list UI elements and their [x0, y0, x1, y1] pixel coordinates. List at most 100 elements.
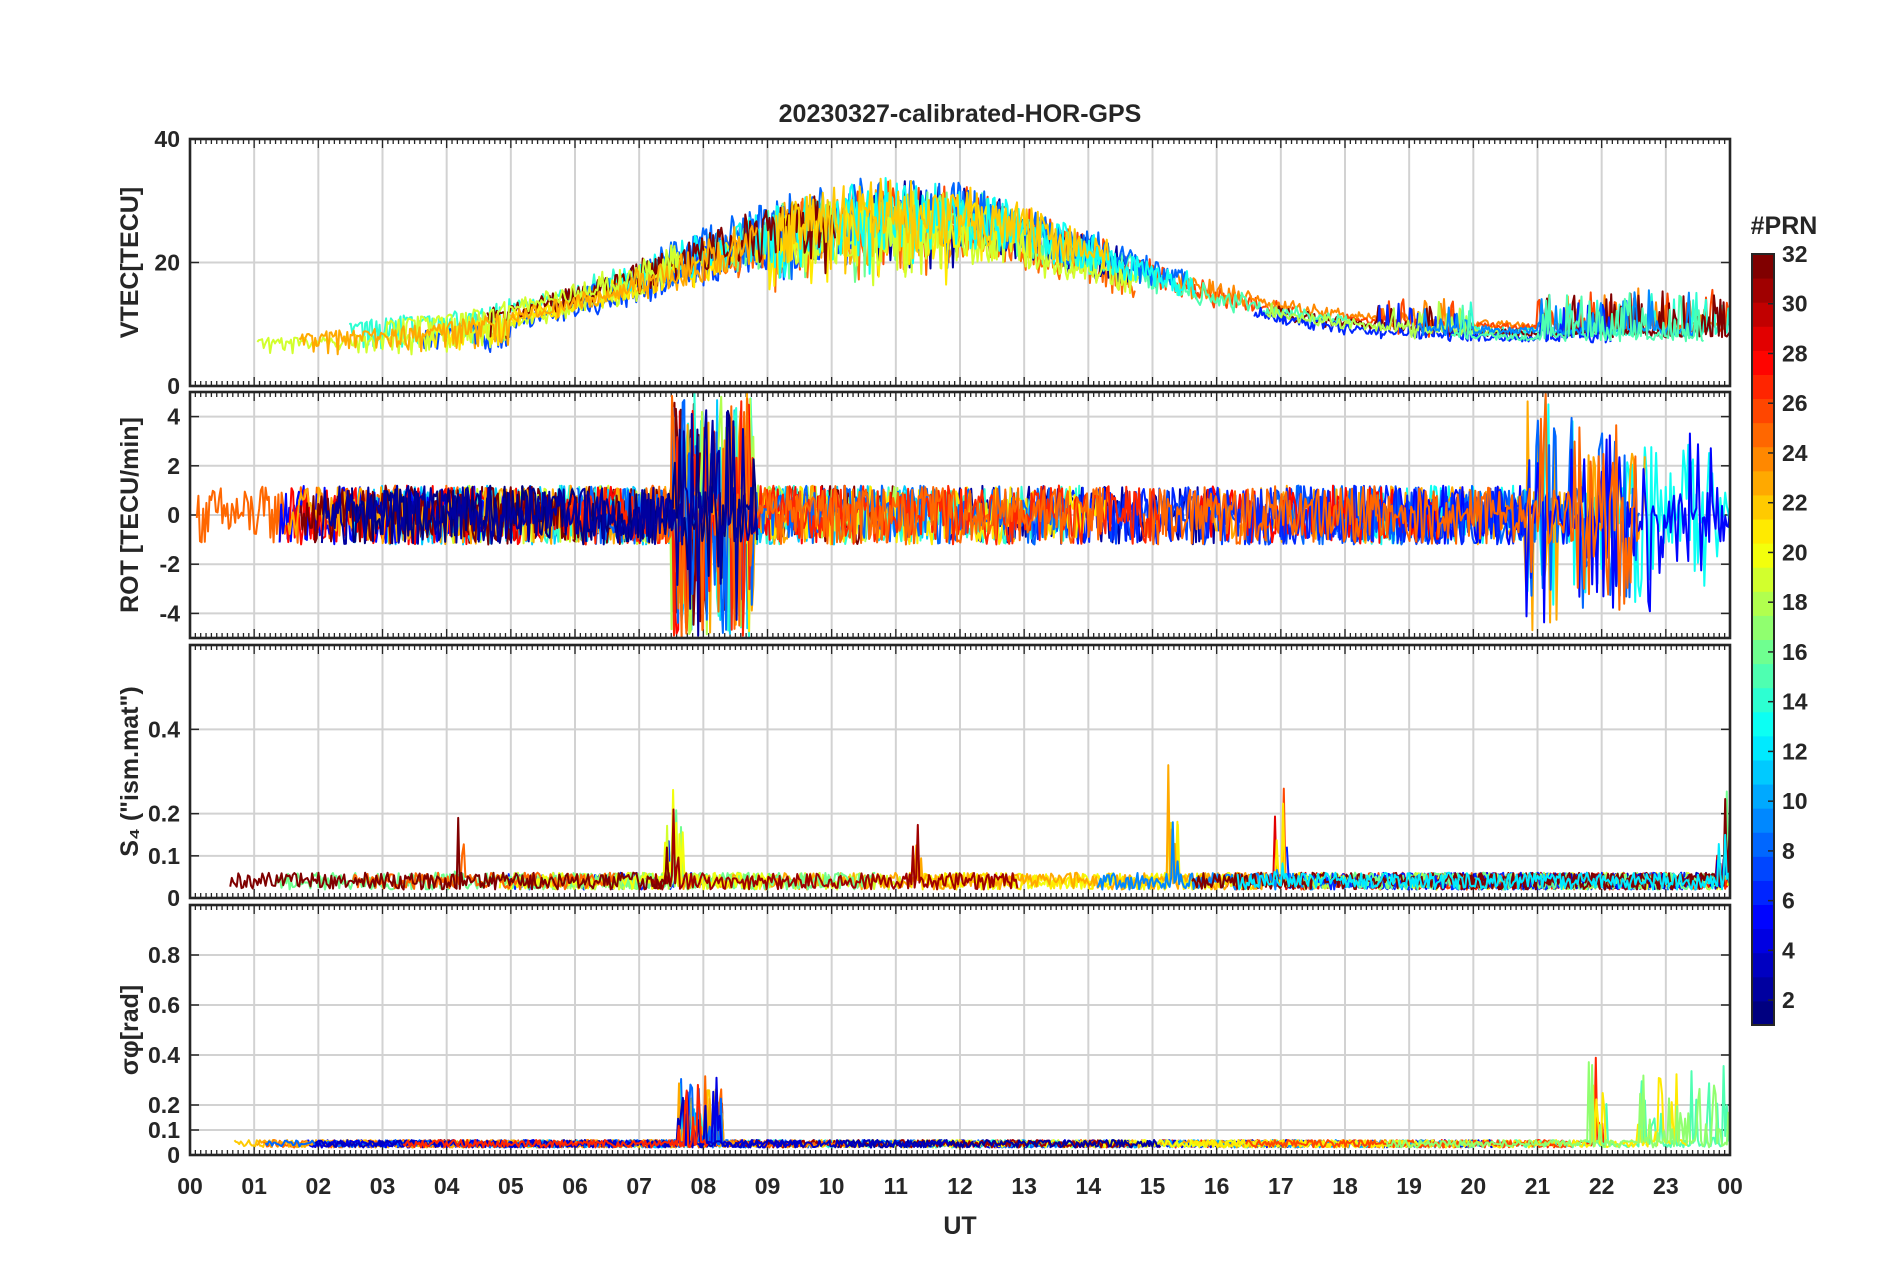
colorbar-tick-label: 12: [1782, 738, 1808, 764]
y-tick-label: 0.8: [148, 942, 180, 968]
colorbar-frame: [1751, 253, 1775, 1026]
colorbar-block: [1752, 350, 1774, 375]
trace-prn-line: [1142, 392, 1638, 611]
x-tick-label: 02: [306, 1173, 332, 1199]
trace-prn-line: [837, 1139, 1162, 1149]
colorbar-tick-label: 14: [1782, 689, 1808, 715]
panel-2: 4 2 0 -2 -4 ROT [TECU/min]: [116, 390, 1732, 640]
colorbar-title: #PRN: [1751, 212, 1818, 240]
trace-group: [229, 764, 1730, 891]
panel-frame: [188, 903, 1732, 1157]
trace-group: [233, 1056, 1730, 1149]
y-tick-label: 0.6: [148, 992, 180, 1018]
x-tick-label: 11: [884, 1173, 909, 1199]
y-tick-label: 0: [167, 373, 180, 399]
colorbar-tick-label: 10: [1782, 788, 1808, 814]
panel-4: 00.10.2 0.4 0.6 0.8σφ[rad]: [116, 903, 1732, 1168]
colorbar-block: [1752, 470, 1774, 496]
colorbar-tick-label: 6: [1782, 888, 1795, 914]
colorbar-tick-label: 18: [1782, 589, 1808, 615]
colorbar-block: [1752, 784, 1774, 809]
colorbar-block: [1752, 928, 1774, 954]
colorbar-tick-label: 4: [1782, 937, 1795, 963]
colorbar-block: [1752, 808, 1774, 833]
panel-frame: [188, 390, 1732, 640]
trace-prn-line: [788, 194, 1139, 295]
colorbar-block: [1752, 687, 1774, 713]
colorbar-block: [1752, 711, 1774, 737]
x-tick-label: 01: [241, 1173, 267, 1199]
colorbar-tick-label: 16: [1782, 639, 1808, 665]
x-tick-label: 16: [1204, 1173, 1230, 1199]
colorbar-block: [1752, 615, 1774, 640]
x-tick-label: 20: [1461, 1173, 1487, 1199]
colorbar-block: [1752, 639, 1774, 665]
colorbar-block: [1752, 398, 1774, 424]
trace-group: [256, 177, 1730, 356]
x-tick-label: 10: [819, 1173, 845, 1199]
colorbar-block: [1752, 832, 1774, 857]
y-axis-label: VTEC[TECU]: [116, 187, 144, 338]
panel-1: 0 20 40 VTEC[TECU]: [116, 126, 1732, 399]
x-tick-label: 21: [1525, 1173, 1551, 1199]
y-tick-label: 40: [154, 126, 180, 152]
colorbar-tick-label: 30: [1782, 291, 1808, 317]
colorbar-block: [1752, 1000, 1774, 1026]
x-tick-label: 15: [1140, 1173, 1166, 1199]
colorbar-block: [1752, 374, 1774, 400]
colorbar-tick-label: 32: [1782, 241, 1808, 267]
colorbar-block: [1752, 735, 1774, 761]
trace-prn-line: [298, 225, 758, 356]
x-tick-label: 18: [1332, 1173, 1358, 1199]
panel-frame: [188, 643, 1732, 900]
x-tick-label: 04: [434, 1173, 460, 1199]
trace-prn-line: [229, 816, 672, 891]
trace-prn-line: [384, 244, 681, 347]
x-tick-label: 14: [1076, 1173, 1102, 1199]
colorbar-block: [1752, 422, 1774, 448]
colorbar-block: [1752, 567, 1774, 592]
trace-prn-line: [679, 764, 1266, 891]
trace-prn-line: [314, 1096, 950, 1149]
trace-prn-line: [1028, 459, 1534, 579]
colorbar-block: [1752, 519, 1774, 544]
y-tick-label: 0: [167, 502, 180, 528]
colorbar-tick-label: 8: [1782, 838, 1795, 864]
colorbar-block: [1752, 494, 1774, 520]
figure-title: 20230327-calibrated-HOR-GPS: [779, 100, 1142, 128]
y-tick-label: 0.2: [148, 801, 180, 827]
trace-prn-line: [1253, 294, 1612, 344]
x-tick-label: 22: [1589, 1173, 1615, 1199]
colorbar-block: [1752, 446, 1774, 472]
y-axis-label: σφ[rad]: [116, 985, 144, 1076]
y-tick-label: -2: [160, 551, 180, 577]
x-tick-label: 08: [691, 1173, 717, 1199]
colorbar-block: [1752, 326, 1774, 351]
panel-3: 0 0.1 0.2 0.4S₄ ("ism.mat"): [116, 643, 1732, 911]
trace-prn-line: [1452, 798, 1730, 891]
trace-prn-line: [1236, 833, 1730, 891]
x-tick-label: 23: [1653, 1173, 1679, 1199]
y-axis-label: ROT [TECU/min]: [116, 417, 144, 613]
colorbar-block: [1752, 302, 1774, 327]
y-tick-label: 0.2: [148, 1092, 180, 1118]
x-tick-label: 00: [1717, 1173, 1743, 1199]
colorbar-block: [1752, 904, 1774, 930]
colorbar-tick-label: 2: [1782, 987, 1795, 1013]
x-tick-label: 07: [626, 1173, 652, 1199]
x-tick-label: 13: [1011, 1173, 1037, 1199]
colorbar-block: [1752, 254, 1774, 279]
x-tick-label: 06: [562, 1173, 588, 1199]
colorbar-block: [1752, 952, 1774, 978]
x-tick-label: 05: [498, 1173, 524, 1199]
x-tick-label: 09: [755, 1173, 781, 1199]
trace-prn-line: [1385, 1061, 1730, 1149]
y-tick-label: 0.4: [148, 1042, 180, 1068]
trace-group: [195, 392, 1730, 638]
y-tick-label: 2: [167, 453, 180, 479]
y-tick-label: -4: [160, 600, 181, 626]
y-tick-label: 0: [167, 1142, 180, 1168]
